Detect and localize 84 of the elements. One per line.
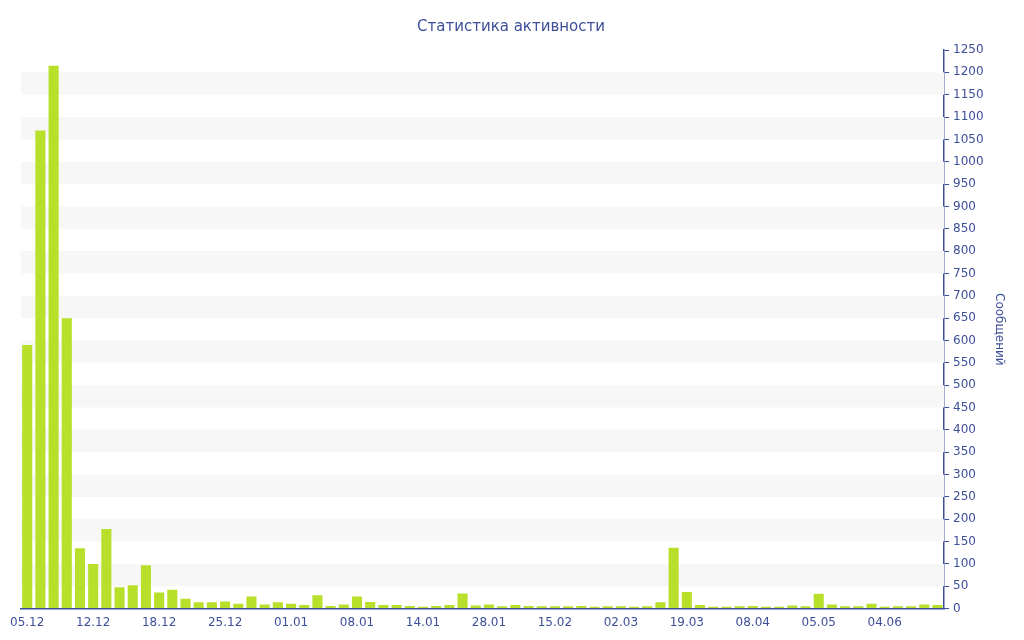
bar [88,563,99,609]
y-tick-label: 1250 [953,42,984,57]
bar [655,602,666,609]
y-tick-label: 300 [953,466,976,481]
bar [365,601,376,609]
x-tick-label: 01.01 [273,614,309,629]
bar [681,592,692,609]
x-tick-label: 25.12 [207,614,243,629]
bar [180,598,191,609]
y-tick-label: 700 [953,287,976,302]
y-tick-label: 200 [953,511,976,526]
bar [510,605,521,609]
bar [206,602,217,609]
y-tick-label: 450 [953,399,976,414]
bar [866,603,877,609]
bar [35,130,46,609]
bar [48,65,59,609]
y-tick-label: 1150 [953,86,984,101]
y-tick-label: 1000 [953,153,984,168]
bar [74,548,86,609]
bar [431,605,442,609]
x-tick-label: 08.04 [735,614,770,629]
x-tick-label: 15.02 [537,614,573,629]
y-tick-label: 900 [953,198,976,213]
bar [220,601,231,609]
y-tick-label: 1100 [953,109,984,124]
bar [167,589,178,609]
bar [444,605,455,609]
bar [127,585,138,609]
y-tick-label: 400 [953,421,976,436]
y-tick-label: 500 [953,377,976,392]
bar [61,318,72,609]
bar [694,605,706,609]
y-tick-label: 950 [953,176,976,191]
bar [404,605,415,609]
y-tick-label: 350 [953,444,976,459]
y-tick-label: 50 [953,578,969,593]
bar [351,596,363,609]
chart-title: Статистика активности [417,16,605,35]
y-tick-label: 600 [953,332,976,347]
bar [747,605,758,609]
bar [378,605,389,609]
y-tick-label: 150 [953,533,976,548]
bar [114,587,125,609]
x-tick-label: 05.12 [10,614,45,629]
bar [193,602,204,609]
x-tick-label: 28.01 [471,614,507,629]
y-tick-label: 0 [953,600,961,615]
y-tick-label: 800 [953,243,976,258]
bar [312,595,323,609]
y-tick-label: 750 [953,265,976,280]
y-tick-label: 250 [953,489,976,504]
bar [101,529,112,609]
bar [391,605,402,609]
bar [140,565,151,609]
bar [325,605,336,609]
bar [932,605,943,609]
bar [523,605,534,609]
x-tick-label: 14.01 [405,614,441,629]
bar [22,344,33,609]
x-tick-label: 08.01 [339,614,375,629]
bar [272,602,283,609]
y-tick-label: 100 [953,556,976,571]
bar [299,605,310,609]
bar [154,592,165,609]
bar [787,605,798,609]
x-tick-label: 18.12 [141,614,177,629]
x-tick-label: 02.03 [603,614,639,629]
bar [470,605,481,609]
y-tick-label: 850 [953,220,976,235]
x-tick-label: 04.06 [867,614,902,629]
y-tick-label: 650 [953,310,976,325]
bar [246,596,257,609]
bar [576,605,587,609]
bar [668,547,679,609]
x-tick-label: 05.05 [801,614,836,629]
x-tick-label: 19.03 [669,614,704,629]
y-tick-label: 1200 [953,64,984,79]
y-tick-label: 1050 [953,131,984,146]
bar [457,593,468,609]
bar [813,593,824,609]
x-tick-label: 12.12 [75,614,111,629]
y-tick-label: 550 [953,354,976,369]
y-axis-title: Сообщений [992,293,1007,366]
